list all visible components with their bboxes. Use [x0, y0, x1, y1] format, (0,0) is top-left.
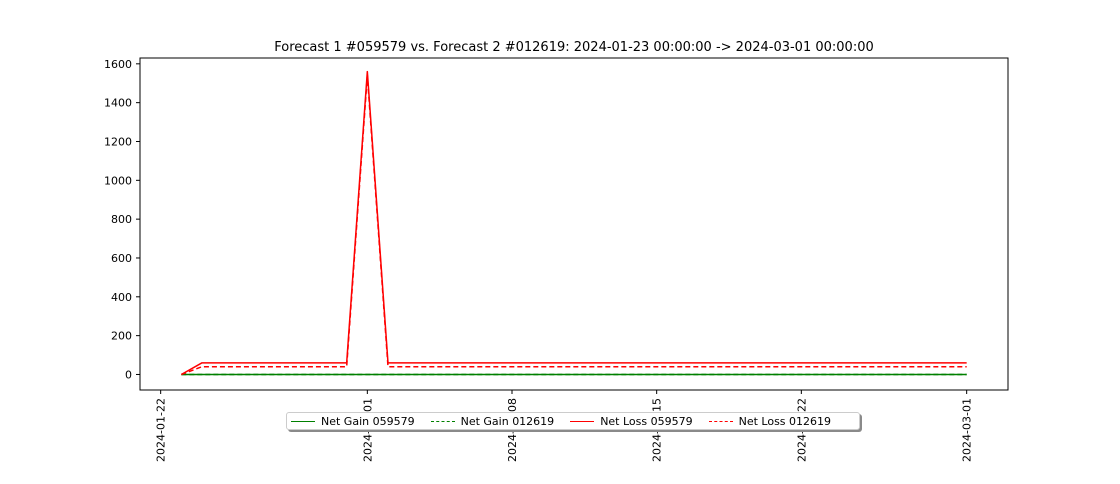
legend-label: Net Loss 012619	[738, 414, 832, 428]
x-tick-label: 2024-01-22	[155, 398, 168, 462]
plot-frame	[139, 57, 1009, 391]
legend-item: Net Gain 012619	[430, 414, 555, 428]
legend-swatch	[291, 420, 315, 422]
series-line-net-loss-012619	[181, 74, 967, 376]
y-tick-label: 1600	[104, 58, 132, 71]
y-tick-label: 600	[111, 252, 132, 265]
legend-swatch	[430, 420, 455, 422]
y-axis: 0 200 400 600 800 1000 1200 1400 1600	[104, 58, 140, 381]
y-tick-label: 1400	[104, 97, 132, 110]
y-tick-label: 400	[111, 291, 132, 304]
legend-swatch	[708, 420, 733, 422]
series-layer	[180, 70, 967, 376]
legend-label: Net Gain 059579	[321, 414, 415, 428]
x-tick-label: 2024-03-01	[961, 398, 974, 462]
y-tick-label: 1000	[104, 174, 132, 187]
legend-label: Net Gain 012619	[460, 414, 555, 428]
legend-item: Net Gain 059579	[291, 415, 415, 428]
legend-item: Net Loss 059579	[570, 414, 693, 428]
legend-label: Net Loss 059579	[600, 414, 693, 428]
chart-title: Forecast 1 #059579 vs. Forecast 2 #01261…	[274, 40, 874, 55]
y-tick-label: 200	[111, 330, 132, 343]
legend-swatch	[570, 420, 595, 422]
y-tick-label: 800	[111, 213, 132, 226]
y-tick-label: 1200	[104, 135, 132, 148]
plot-area	[140, 58, 1008, 390]
legend-item: Net Loss 012619	[708, 414, 832, 428]
chart-legend: Net Gain 059579 Net Gain 012619 Net Loss 0…	[286, 412, 860, 430]
y-tick-label: 0	[125, 368, 132, 381]
